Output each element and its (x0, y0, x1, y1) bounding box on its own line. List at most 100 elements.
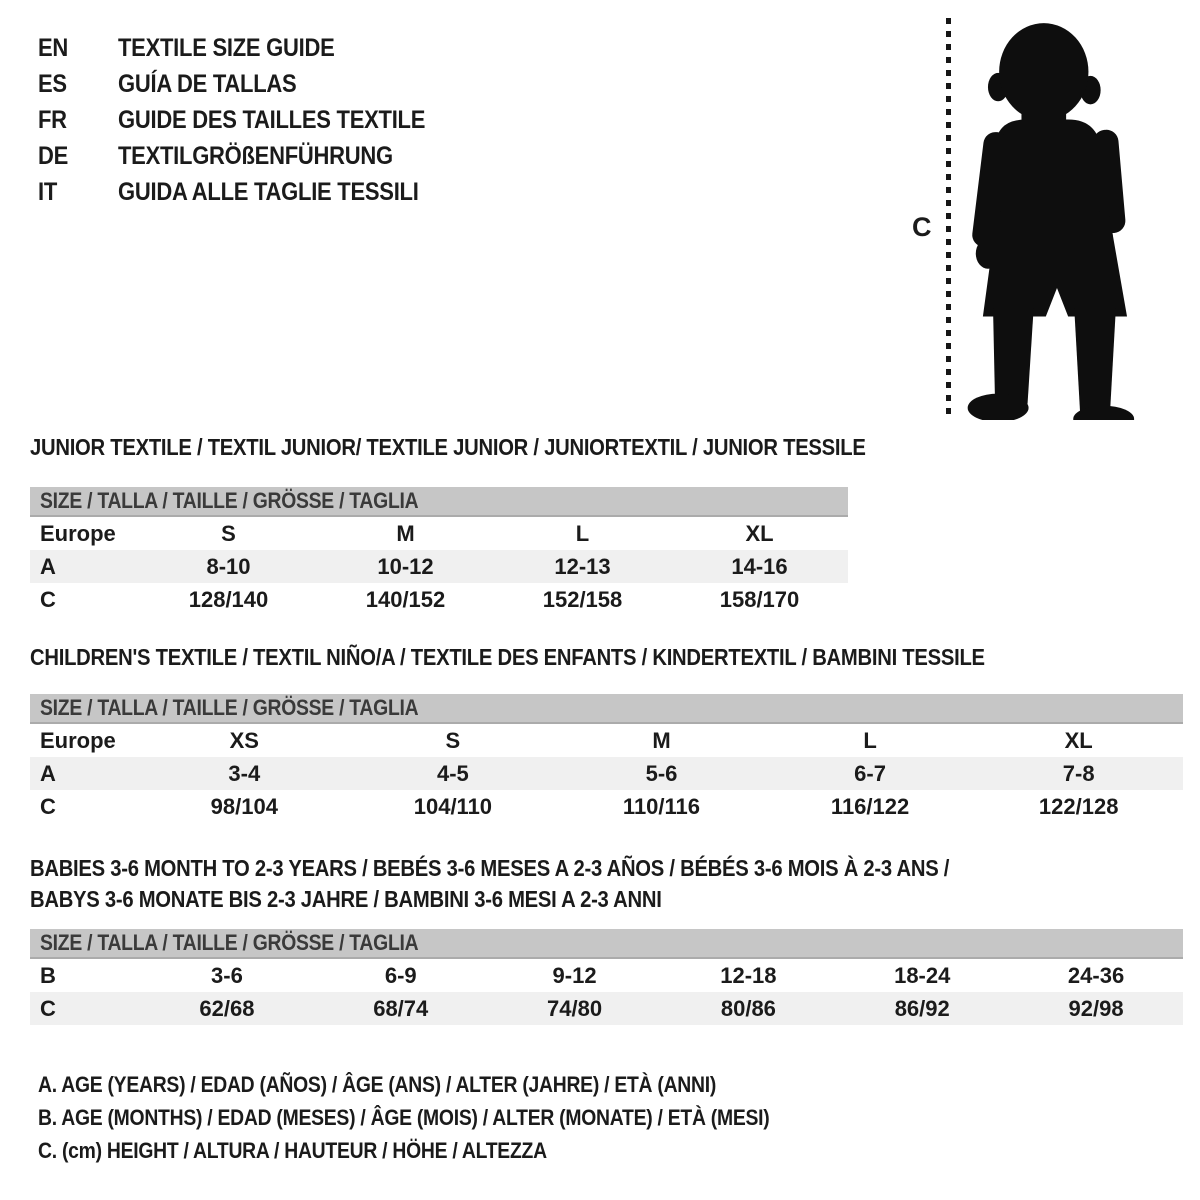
table-cell: 6-7 (854, 760, 886, 786)
table-row: B 3-6 6-9 9-12 12-18 18-24 24-36 (30, 959, 1183, 992)
language-row: DE TEXTILGRÖßENFÜHRUNG (38, 138, 467, 174)
size-header-bar: SIZE / TALLA / TAILLE / GRÖSSE / TAGLIA (30, 929, 1183, 959)
legend-line-text: C. (cm) HEIGHT / ALTURA / HAUTEUR / HÖHE… (38, 1137, 547, 1163)
table-cell: 5-6 (645, 760, 678, 786)
table-cell: M (396, 520, 415, 546)
legend-line: A. AGE (YEARS) / EDAD (AÑOS) / ÂGE (ANS)… (38, 1068, 869, 1101)
language-title: TEXTILE SIZE GUIDE (118, 33, 335, 62)
table-rows: B 3-6 6-9 9-12 12-18 18-24 24-36 C 62/68 68/74 74/… (30, 959, 1183, 1025)
legend-line: B. AGE (MONTHS) / EDAD (MESES) / ÂGE (MO… (38, 1101, 869, 1134)
table-cell: 12-13 (554, 553, 611, 579)
language-code: FR (38, 105, 67, 134)
language-title: TEXTILGRÖßENFÜHRUNG (118, 141, 393, 170)
table-row: Europe XS S M L XL (30, 724, 1183, 757)
table-cell: XL (745, 520, 774, 546)
table-row: A 8-10 10-12 12-13 14-16 (30, 550, 848, 583)
table-cell: M (652, 727, 671, 753)
height-label-c: C (912, 212, 932, 242)
table-cell: 152/158 (542, 586, 623, 612)
table-title-text: BABYS 3-6 MONATE BIS 2-3 JAHRE / BAMBINI… (30, 886, 662, 912)
legend-line-text: B. AGE (MONTHS) / EDAD (MESES) / ÂGE (MO… (38, 1104, 770, 1130)
row-label: Europe (40, 727, 116, 753)
table-row: C 128/140 140/152 152/158 158/170 (30, 583, 848, 616)
legend-line: C. (cm) HEIGHT / ALTURA / HAUTEUR / HÖHE… (38, 1134, 869, 1167)
size-header-label: SIZE / TALLA / TAILLE / GRÖSSE / TAGLIA (40, 930, 419, 955)
row-label: A (40, 553, 56, 579)
table-cell: 104/110 (413, 793, 493, 819)
table-cell: 12-18 (720, 962, 777, 988)
row-label: A (40, 760, 56, 786)
junior-textile-table: JUNIOR TEXTILE / TEXTIL JUNIOR/ TEXTILE … (30, 432, 866, 616)
table-cell: S (221, 520, 236, 546)
table-cell: XS (229, 727, 259, 753)
language-title-block: EN TEXTILE SIZE GUIDE ES GUÍA DE TALLAS FR GU… (38, 30, 467, 210)
table-title-text: CHILDREN'S TEXTILE / TEXTIL NIÑO/A / TEX… (30, 644, 985, 670)
table-cell: L (863, 727, 877, 753)
language-row: IT GUIDA ALLE TAGLIE TESSILI (38, 174, 467, 210)
table-cell: S (445, 727, 461, 753)
table-cell: 24-36 (1067, 962, 1125, 988)
table-title-text: BABIES 3-6 MONTH TO 2-3 YEARS / BEBÉS 3-… (30, 855, 950, 881)
table-cell: 158/170 (719, 586, 800, 612)
language-title: GUIDA ALLE TAGLIE TESSILI (118, 177, 419, 206)
language-code: DE (38, 141, 69, 170)
table-cell: 140/152 (365, 586, 446, 612)
toddler-silhouette-icon (967, 23, 1135, 420)
size-header-label: SIZE / TALLA / TAILLE / GRÖSSE / TAGLIA (40, 488, 419, 513)
legend-block: A. AGE (YEARS) / EDAD (AÑOS) / ÂGE (ANS)… (38, 1068, 869, 1167)
table-cell: 62/68 (199, 995, 255, 1021)
table-cell: 18-24 (894, 962, 951, 988)
size-header-bar: SIZE / TALLA / TAILLE / GRÖSSE / TAGLIA (30, 694, 1183, 724)
table-cell: 86/92 (894, 995, 950, 1021)
table-cell: 8-10 (206, 553, 251, 579)
language-row: EN TEXTILE SIZE GUIDE (38, 30, 467, 66)
table-cell: L (575, 520, 590, 546)
table-cell: 128/140 (188, 586, 269, 612)
table-row: Europe S M L XL (30, 517, 848, 550)
childrens-textile-table: CHILDREN'S TEXTILE / TEXTIL NIÑO/A / TEX… (30, 642, 1183, 823)
row-label: B (40, 962, 56, 988)
table-cell: 4-5 (436, 760, 469, 786)
table-title-line: JUNIOR TEXTILE / TEXTIL JUNIOR/ TEXTILE … (30, 432, 866, 463)
table-titles: BABIES 3-6 MONTH TO 2-3 YEARS / BEBÉS 3-… (30, 853, 1183, 915)
table-cell: 110/116 (622, 793, 701, 819)
table-cell: 68/74 (373, 995, 429, 1021)
table-title-text: JUNIOR TEXTILE / TEXTIL JUNIOR/ TEXTILE … (30, 434, 866, 460)
table-row: C 98/104 104/110 110/116 116/122 122/128 (30, 790, 1183, 823)
table-title-line: BABIES 3-6 MONTH TO 2-3 YEARS / BEBÉS 3-… (30, 853, 1183, 884)
language-row: FR GUIDE DES TAILLES TEXTILE (38, 102, 467, 138)
table-title-line: CHILDREN'S TEXTILE / TEXTIL NIÑO/A / TEX… (30, 642, 1183, 673)
table-title-line: BABYS 3-6 MONATE BIS 2-3 JAHRE / BAMBINI… (30, 884, 1183, 915)
language-row: ES GUÍA DE TALLAS (38, 66, 467, 102)
row-label: C (40, 586, 56, 612)
table-cell: 7-8 (1062, 760, 1095, 786)
language-title: GUIDE DES TAILLES TEXTILE (118, 105, 426, 134)
row-label: C (40, 793, 56, 819)
table-cell: 80/86 (720, 995, 776, 1021)
table-cell: 98/104 (210, 793, 278, 819)
table-cell: 116/122 (830, 793, 910, 819)
legend-line-text: A. AGE (YEARS) / EDAD (AÑOS) / ÂGE (ANS)… (38, 1071, 717, 1097)
language-code: EN (38, 33, 69, 62)
row-label: C (40, 995, 56, 1021)
table-cell: 9-12 (552, 962, 597, 988)
table-cell: 6-9 (384, 962, 417, 988)
language-code: ES (38, 69, 67, 98)
table-titles: JUNIOR TEXTILE / TEXTIL JUNIOR/ TEXTILE … (30, 432, 866, 463)
table-cell: 122/128 (1038, 793, 1119, 819)
table-titles: CHILDREN'S TEXTILE / TEXTIL NIÑO/A / TEX… (30, 642, 1183, 673)
size-header-bar: SIZE / TALLA / TAILLE / GRÖSSE / TAGLIA (30, 487, 848, 517)
table-rows: Europe S M L XL A 8-10 10-12 12-13 14-16 C 128/140 1… (30, 517, 848, 616)
language-code: IT (38, 177, 58, 206)
dashed-height-line (946, 18, 951, 416)
size-header-label: SIZE / TALLA / TAILLE / GRÖSSE / TAGLIA (40, 695, 419, 720)
table-cell: 3-4 (228, 760, 261, 786)
table-row: C 62/68 68/74 74/80 80/86 86/92 92/98 (30, 992, 1183, 1025)
table-cell: XL (1064, 727, 1093, 753)
table-cell: 92/98 (1068, 995, 1124, 1021)
table-cell: 74/80 (547, 995, 603, 1021)
babies-textile-table: BABIES 3-6 MONTH TO 2-3 YEARS / BEBÉS 3-… (30, 853, 1183, 1025)
table-cell: 10-12 (377, 553, 434, 579)
table-cell: 14-16 (731, 553, 788, 579)
